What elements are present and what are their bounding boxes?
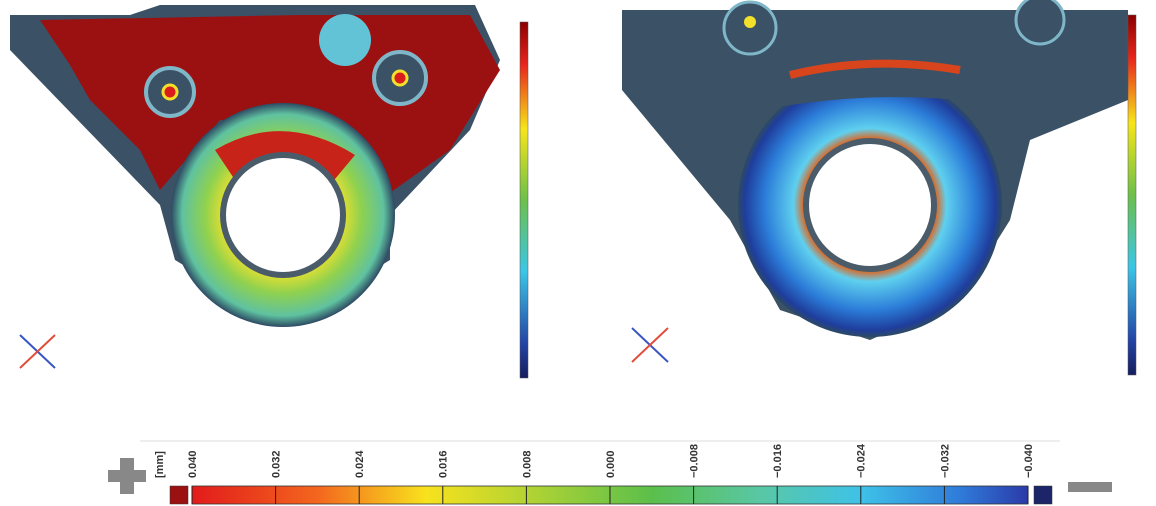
tick-label: 0.024	[354, 450, 366, 478]
tick-label: −0.032	[939, 444, 951, 478]
left-deviation-map	[10, 5, 528, 378]
tick-label: 0.032	[271, 450, 283, 478]
tick-label: −0.040	[1023, 444, 1035, 478]
tick-label: −0.016	[772, 444, 784, 478]
tick-label: 0.008	[521, 450, 533, 478]
tick-label: 0.016	[438, 450, 450, 478]
right-deviation-map	[622, 0, 1136, 375]
tick-label: 0.000	[605, 450, 617, 478]
unit-label: [mm]	[154, 451, 166, 478]
figure: [mm] 0.040 0.032 0.024 0.016 0.008 0.000 −0.00…	[0, 0, 1156, 506]
color-scale: [mm] 0.040 0.032 0.024 0.016 0.008 0.000 −0.00…	[108, 441, 1112, 504]
tick-label: −0.008	[689, 444, 701, 478]
minus-icon	[1068, 482, 1112, 492]
plus-icon	[108, 458, 146, 494]
tick-label: 0.040	[187, 450, 199, 478]
tick-label: −0.024	[856, 443, 868, 478]
